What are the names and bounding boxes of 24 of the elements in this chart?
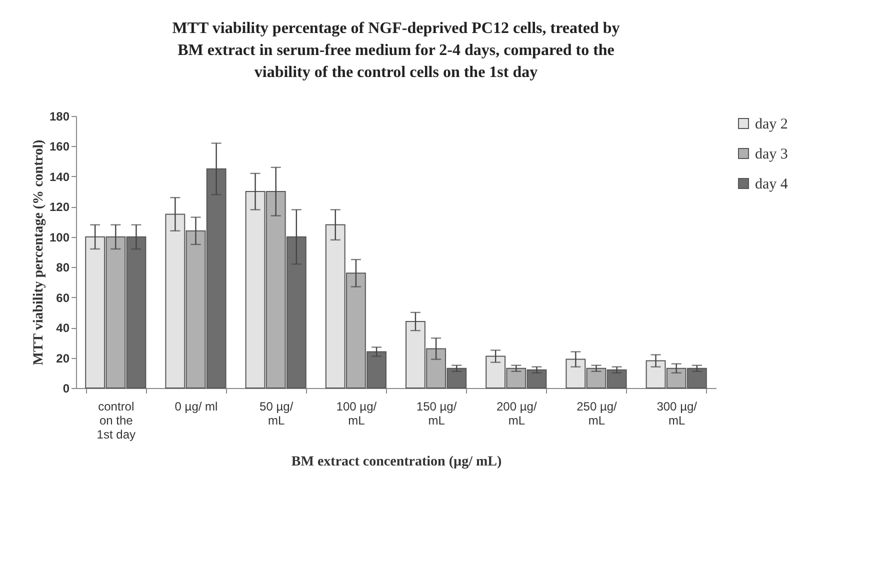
- y-tick-label: 120: [49, 200, 70, 214]
- x-tick-label: 200 µg/ mL: [496, 400, 538, 428]
- y-tick-label: 0: [62, 382, 70, 396]
- y-tick-label: 20: [56, 351, 70, 366]
- y-tick-label: 40: [56, 321, 70, 336]
- y-tick-label: 160: [49, 140, 70, 154]
- y-tick-label: 140: [49, 170, 70, 184]
- y-tick-label: 60: [56, 290, 70, 305]
- legend-label: day 4: [755, 176, 788, 192]
- x-tick-label: 50 µg/ mL: [260, 400, 294, 428]
- chart-title: MTT viability percentage of NGF-deprived PC12 cells, treated by BM extract in serum-free medium for 2-4 days, compared to the viability of the control cells on the 1st day: [172, 20, 620, 81]
- legend-label: day 3: [755, 146, 788, 162]
- y-tick-label: 80: [56, 260, 70, 275]
- x-tick-label: control on the 1st day: [96, 400, 136, 442]
- legend-label: day 2: [755, 116, 788, 132]
- x-tick-label: 0 µg/ ml: [174, 400, 218, 414]
- x-tick-label: 150 µg/ mL: [416, 400, 458, 428]
- x-tick-label: 100 µg/ mL: [336, 400, 378, 428]
- x-tick-label: 300 µg/ mL: [656, 400, 698, 428]
- y-tick-label: 100: [49, 230, 70, 244]
- x-axis-title: BM extract concentration (µg/ mL): [291, 454, 502, 470]
- y-tick-label: 180: [49, 110, 70, 124]
- y-axis-title: MTT viability percentage (% control): [31, 139, 46, 366]
- x-tick-label: 250 µg/ mL: [576, 400, 618, 428]
